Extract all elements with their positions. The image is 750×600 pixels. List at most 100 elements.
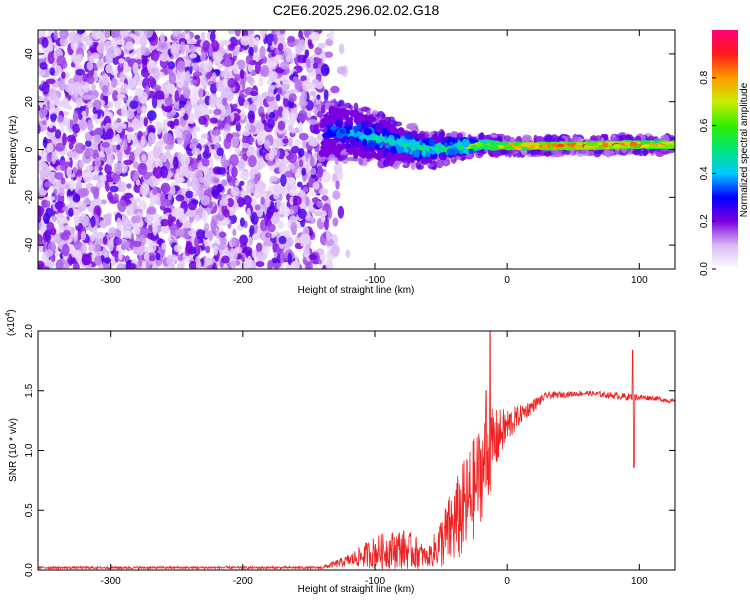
heatmap-signal-blob — [446, 148, 455, 156]
heatmap-noise-blob — [310, 190, 317, 197]
heatmap-noise-blob — [316, 200, 323, 208]
heatmap-noise-blob — [226, 104, 232, 117]
heatmap-noise-blob — [43, 106, 48, 116]
heatmap-noise-blob — [239, 217, 245, 227]
heatmap-signal-blob — [459, 146, 464, 151]
heatmap-noise-blob — [152, 185, 158, 196]
heatmap-halo-blob — [607, 150, 615, 156]
heatmap-noise-blob — [106, 128, 114, 140]
heatmap-noise-blob — [54, 97, 60, 106]
heatmap-noise-blob — [202, 173, 213, 187]
figure-title: C2E6.2025.296.02.02.G18 — [273, 2, 440, 18]
heatmap-noise-blob — [167, 61, 176, 70]
heatmap-noise-blob — [188, 229, 197, 237]
heatmap-noise-blob — [190, 79, 198, 85]
heatmap-noise-blob — [291, 260, 300, 269]
heatmap-noise-blob — [181, 129, 192, 142]
heatmap-noise-blob — [74, 171, 83, 177]
heatmap-noise-blob — [124, 218, 133, 230]
heatmap-noise-blob — [60, 125, 65, 136]
heatmap-halo-blob — [527, 135, 532, 142]
heatmap-halo-blob — [632, 149, 642, 155]
heatmap-noise-blob — [92, 225, 98, 238]
heatmap-noise-blob — [259, 148, 264, 157]
snr-y-label: SNR (10 * v/v) — [8, 418, 19, 482]
heatmap-noise-blob — [298, 30, 303, 39]
heatmap-noise-blob — [184, 170, 194, 179]
heatmap-noise-blob — [61, 97, 70, 109]
heatmap-noise-blob — [96, 59, 105, 70]
heatmap-noise-blob — [94, 255, 102, 266]
heatmap-noise-blob — [314, 210, 322, 217]
heatmap-noise-blob — [255, 261, 265, 267]
heatmap-noise-blob — [238, 160, 244, 169]
heatmap-noise-blob — [49, 99, 55, 113]
heatmap-noise-blob — [203, 222, 210, 233]
heatmap-noise-blob — [152, 165, 163, 179]
heatmap-noise-blob — [105, 218, 112, 226]
heatmap-noise-blob — [298, 109, 307, 123]
heatmap-noise-blob — [282, 206, 291, 218]
heatmap-noise-blob — [297, 208, 307, 219]
heatmap-noise-blob — [325, 38, 334, 46]
heatmap-noise-blob — [290, 221, 298, 235]
heatmap-noise-blob — [324, 217, 329, 231]
heatmap-noise-blob — [82, 254, 92, 266]
heatmap-noise-blob — [232, 63, 239, 75]
heatmap-noise-blob — [258, 74, 264, 87]
heatmap-noise-blob — [85, 164, 94, 172]
heatmap-noise-blob — [279, 60, 290, 70]
heatmap-noise-blob — [64, 72, 70, 79]
heatmap-signal-blob — [327, 122, 333, 127]
heatmap-noise-blob — [273, 33, 278, 45]
heatmap-noise-blob — [330, 85, 340, 94]
heatmap-noise-blob — [55, 259, 64, 269]
heatmap-halo-blob — [353, 102, 359, 111]
heatmap-signal-blob — [541, 144, 549, 149]
heatmap-noise-blob — [148, 175, 157, 188]
heatmap-noise-blob — [230, 136, 239, 149]
heatmap-noise-blob — [52, 181, 61, 191]
heatmap-noise-blob — [45, 78, 56, 85]
heatmap-noise-blob — [101, 84, 109, 94]
heatmap-noise-blob — [173, 244, 183, 253]
heatmap-noise-blob — [287, 252, 293, 266]
heatmap-noise-blob — [112, 193, 119, 201]
heatmap-noise-blob — [92, 113, 98, 120]
heatmap-noise-blob — [56, 115, 64, 124]
heatmap-noise-blob — [115, 165, 123, 175]
heatmap-noise-blob — [262, 240, 273, 248]
heatmap-noise-blob — [154, 90, 165, 101]
heatmap-halo-blob — [328, 154, 336, 161]
heatmap-noise-blob — [53, 188, 58, 196]
heatmap-noise-blob — [316, 165, 324, 178]
heatmap-signal-blob — [437, 136, 445, 142]
heatmap-noise-blob — [229, 260, 237, 269]
heatmap-noise-blob — [226, 114, 232, 125]
heatmap-noise-blob — [240, 109, 246, 121]
snr-x-tick-label-2: -100 — [365, 576, 385, 587]
heatmap-noise-blob — [56, 55, 66, 66]
heatmap-noise-blob — [51, 151, 57, 165]
heatmap-noise-blob — [175, 228, 185, 236]
heatmap-signal-blob — [417, 132, 426, 140]
spectrogram-heatmap — [38, 30, 675, 269]
heatmap-noise-blob — [175, 194, 185, 202]
heatmap-signal-blob — [330, 125, 338, 131]
heatmap-signal-blob — [587, 141, 595, 147]
heatmap-noise-blob — [201, 158, 210, 167]
heatmap-noise-blob — [216, 212, 225, 222]
heatmap-noise-blob — [143, 252, 150, 261]
heatmap-noise-blob — [294, 127, 300, 134]
heatmap-halo-blob — [389, 119, 398, 128]
heatmap-noise-blob — [80, 243, 88, 254]
heatmap-halo-blob — [435, 160, 444, 169]
heatmap-noise-blob — [201, 210, 208, 224]
heatmap-noise-blob — [55, 142, 66, 152]
heatmap-noise-blob — [317, 111, 323, 118]
heatmap-noise-blob — [78, 113, 83, 120]
heatmap-noise-blob — [156, 123, 162, 135]
heatmap-noise-blob — [115, 123, 123, 134]
heatmap-signal-blob — [376, 150, 384, 158]
heatmap-noise-blob — [200, 31, 206, 44]
